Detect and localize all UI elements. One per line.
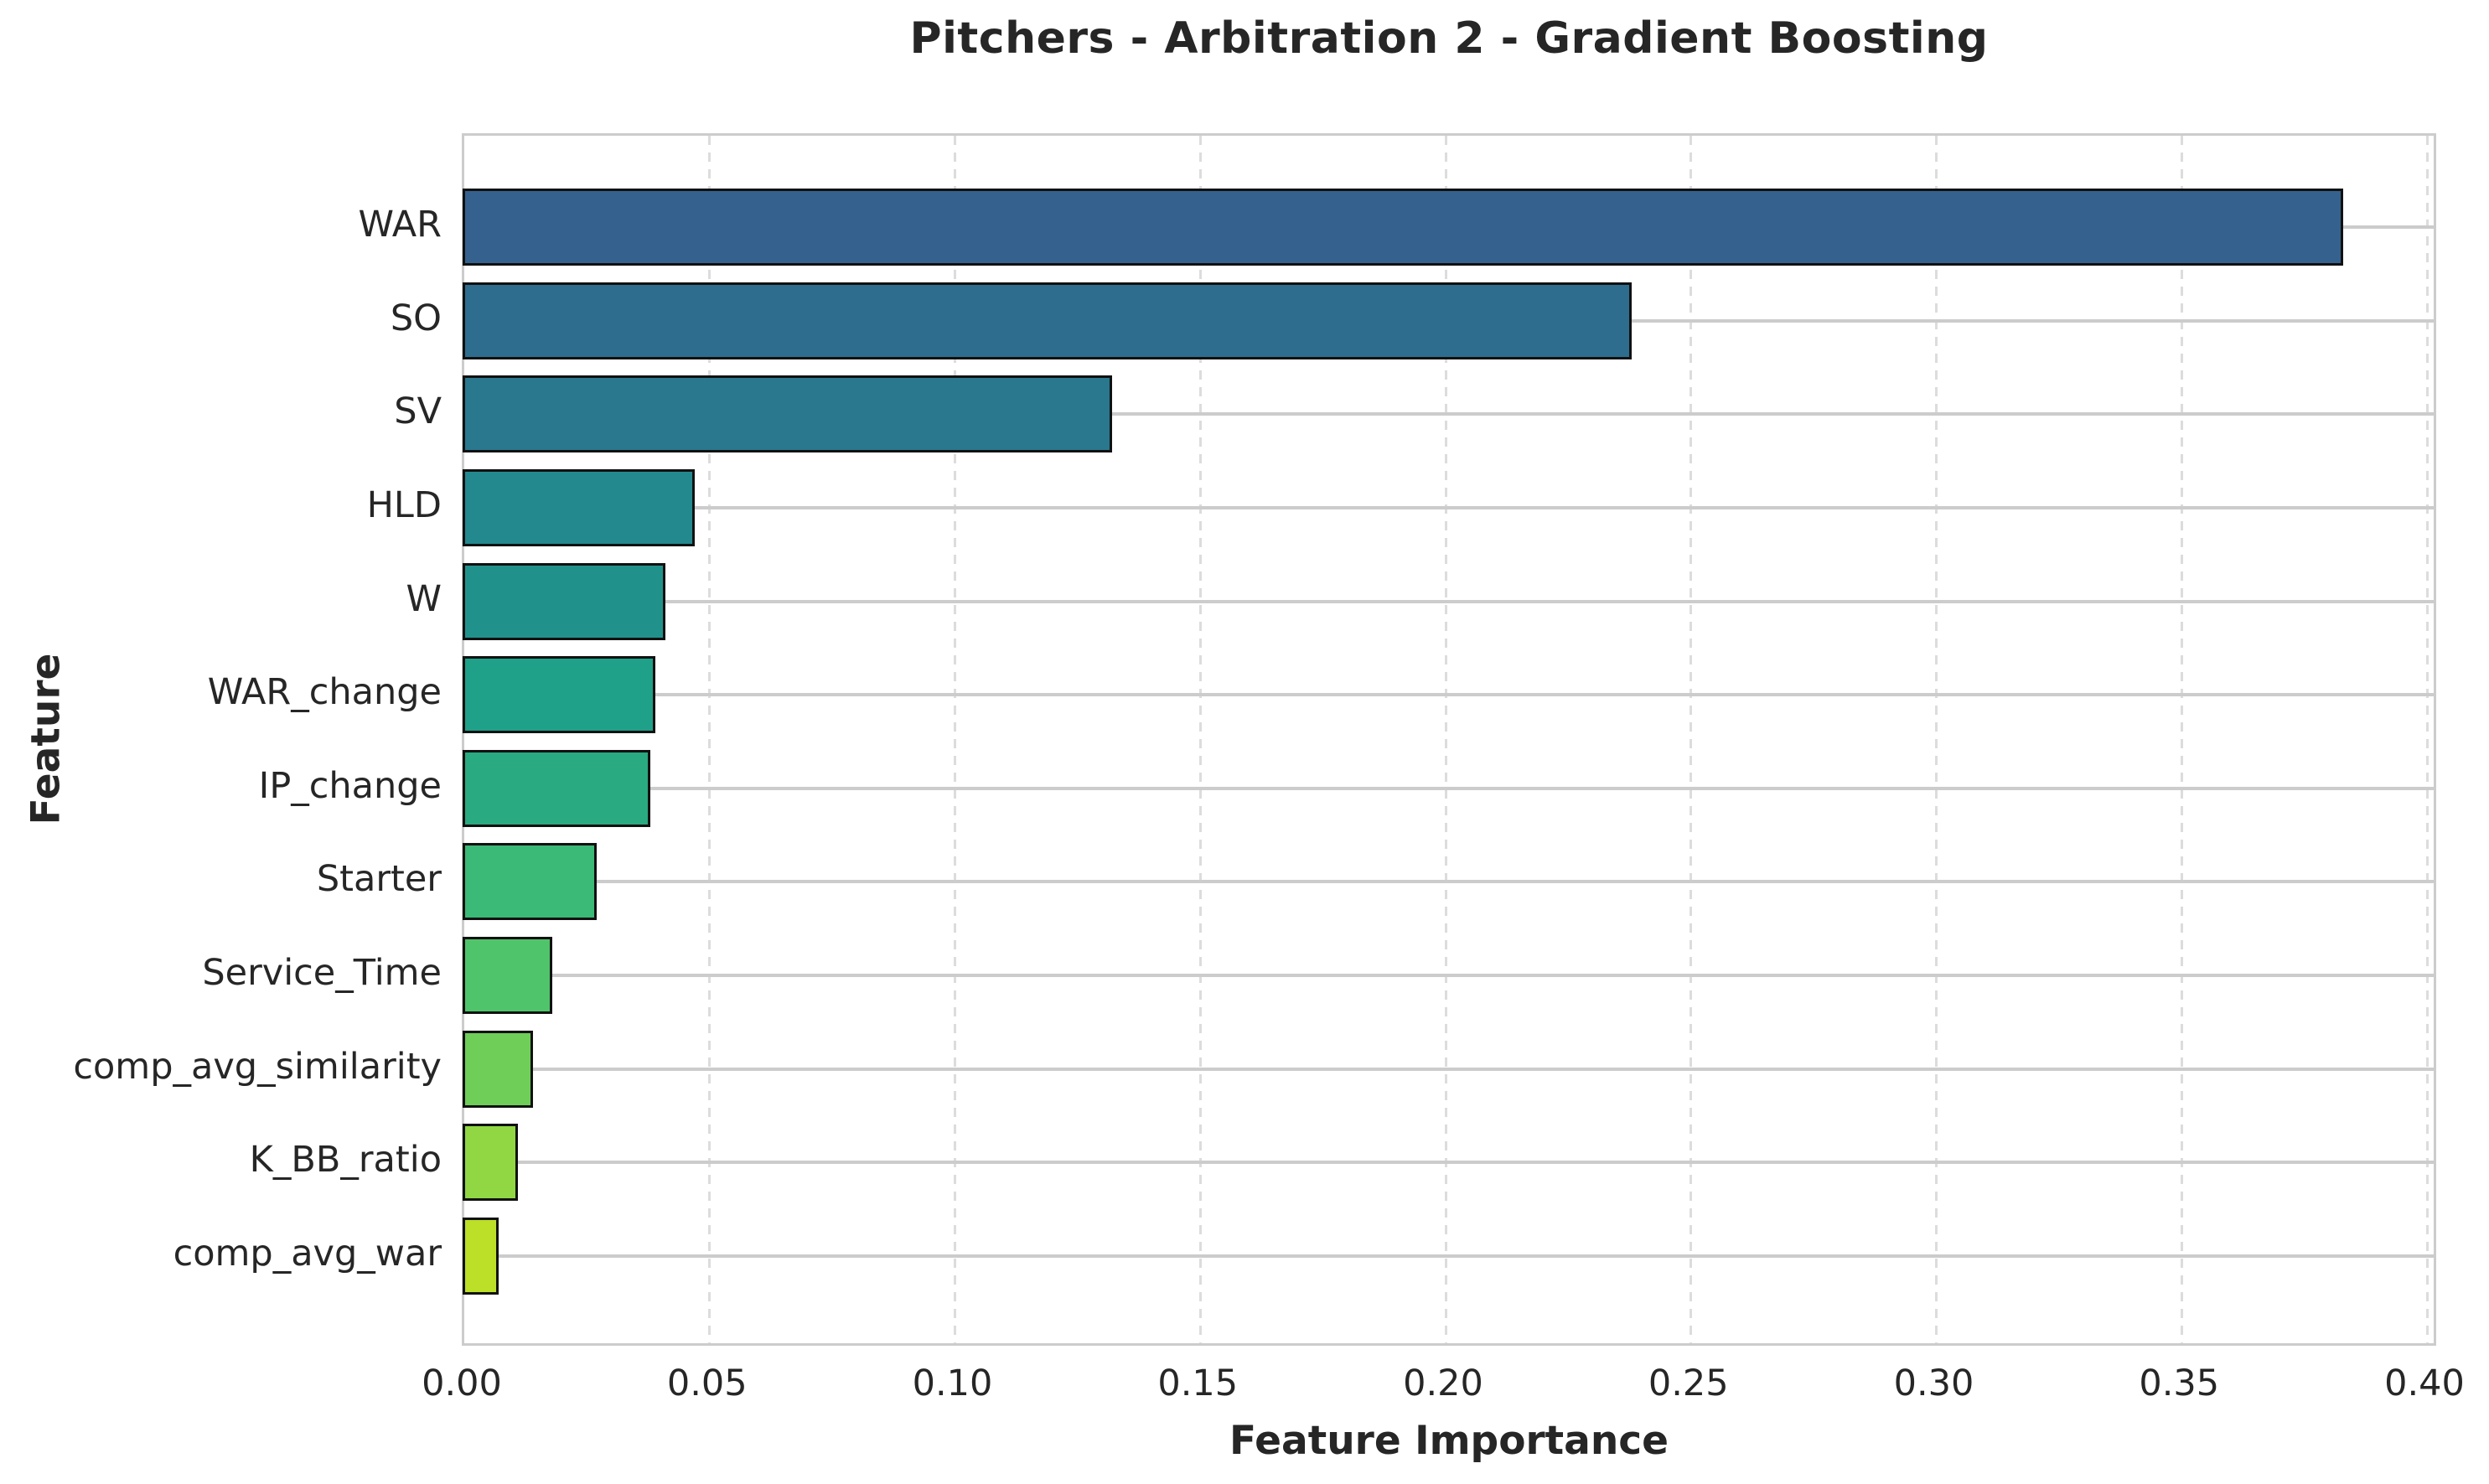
y-tick-label-SV: SV — [394, 390, 442, 433]
x-gridline — [1444, 136, 1447, 1343]
x-tick-label: 0.10 — [912, 1362, 993, 1404]
x-axis-label: Feature Importance — [1229, 1418, 1669, 1464]
bar-SO — [463, 282, 1633, 359]
x-tick-label: 0.05 — [666, 1362, 748, 1404]
y-tick-label-Service_Time: Service_Time — [202, 952, 442, 995]
y-tick-label-WAR: WAR — [358, 204, 442, 246]
x-tick-label: 0.40 — [2384, 1362, 2465, 1404]
y-gridline — [464, 693, 2434, 697]
y-tick-label-SO: SO — [390, 297, 442, 339]
x-tick-label: 0.20 — [1403, 1362, 1483, 1404]
x-tick-label: 0.00 — [422, 1362, 502, 1404]
y-gridline — [464, 412, 2434, 416]
x-tick-label: 0.15 — [1157, 1362, 1239, 1404]
y-tick-label-K_BB_ratio: K_BB_ratio — [249, 1139, 442, 1182]
bar-W — [463, 562, 666, 640]
bar-HLD — [463, 468, 696, 546]
y-gridline — [464, 786, 2434, 790]
y-tick-label-comp_avg_war: comp_avg_war — [173, 1233, 442, 1275]
x-tick-label: 0.35 — [2139, 1362, 2220, 1404]
y-gridline — [464, 1161, 2434, 1165]
y-tick-label-Starter: Starter — [316, 858, 442, 901]
y-axis-label: Feature — [23, 653, 70, 825]
x-gridline — [1690, 136, 1693, 1343]
plot-area — [462, 133, 2436, 1346]
bar-WAR_change — [463, 656, 656, 734]
x-tick-label: 0.30 — [1893, 1362, 1974, 1404]
bar-comp_avg_similarity — [463, 1030, 533, 1108]
bar-comp_avg_war — [463, 1218, 499, 1295]
y-gridline — [464, 1254, 2434, 1259]
chart-title: Pitchers - Arbitration 2 - Gradient Boos… — [909, 13, 1989, 64]
y-gridline — [464, 505, 2434, 509]
y-tick-label-comp_avg_similarity: comp_avg_similarity — [73, 1045, 442, 1088]
bar-IP_change — [463, 749, 651, 827]
x-gridline — [708, 136, 712, 1343]
y-tick-label-HLD: HLD — [366, 483, 442, 526]
x-gridline — [1198, 136, 1202, 1343]
x-tick-label: 0.25 — [1648, 1362, 1729, 1404]
y-gridline — [464, 599, 2434, 603]
bar-K_BB_ratio — [463, 1124, 519, 1202]
bar-Starter — [463, 843, 598, 921]
x-gridline — [2425, 136, 2429, 1343]
y-tick-label-W: W — [406, 577, 442, 620]
x-gridline — [954, 136, 956, 1343]
bar-SV — [463, 375, 1112, 453]
bar-WAR — [463, 189, 2344, 266]
bar-Service_Time — [463, 937, 553, 1015]
y-gridline — [464, 1067, 2434, 1071]
y-gridline — [464, 880, 2434, 884]
x-gridline — [2180, 136, 2183, 1343]
x-gridline — [1935, 136, 1938, 1343]
y-gridline — [464, 974, 2434, 978]
